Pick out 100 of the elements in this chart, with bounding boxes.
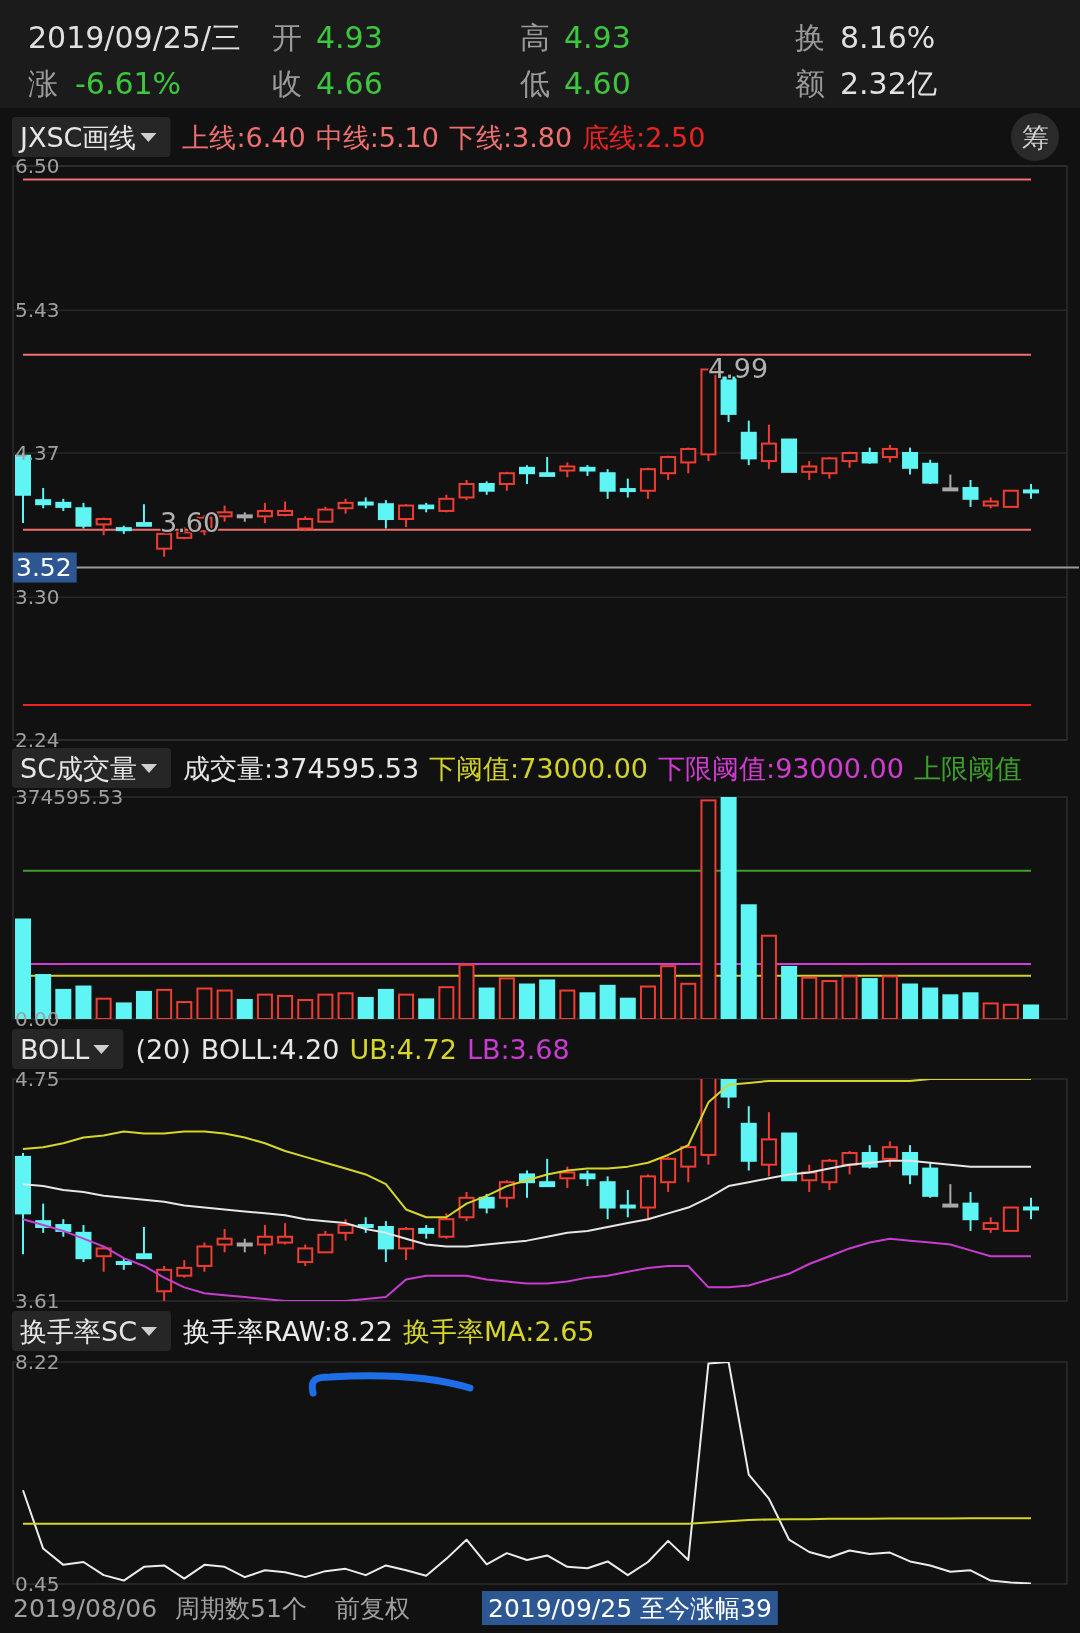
y-tick-label: 8.22 — [15, 1350, 60, 1374]
candlestick — [377, 499, 394, 530]
text: 4.93 — [316, 20, 383, 55]
candlestick — [478, 1192, 495, 1215]
candlestick — [519, 464, 535, 485]
text: 额 — [795, 66, 825, 101]
y-tick-label: 2.24 — [15, 728, 60, 752]
text: 2019/09/25/三 — [28, 20, 242, 55]
bar — [881, 975, 898, 1019]
text: 前复权 — [335, 1594, 410, 1623]
candlestick — [881, 1140, 898, 1168]
candlestick — [35, 487, 52, 510]
bar — [115, 1002, 132, 1019]
bar — [398, 993, 415, 1019]
chart-title: BOLL — [20, 1034, 90, 1065]
candlestick — [841, 1150, 858, 1176]
bar — [236, 999, 253, 1019]
ref-line-label: 底线:2.50 — [582, 122, 706, 153]
chip-button: 筹 — [1011, 113, 1059, 161]
y-tick-label: 3.61 — [15, 1289, 60, 1313]
ref-line-label: 中线:5.10 — [315, 122, 439, 153]
bar — [781, 965, 798, 1019]
y-tick-label: 4.37 — [15, 441, 60, 465]
text: 低 — [520, 66, 550, 101]
candlestick — [135, 1226, 152, 1260]
text: 涨 — [28, 66, 58, 101]
ref-line-label: 下阈值:73000.00 — [429, 753, 649, 784]
bar — [619, 997, 636, 1019]
text: 换手率MA:2.65 — [403, 1316, 595, 1347]
bar — [156, 988, 173, 1019]
chart-subtitle: 成交量:374595.53 — [183, 753, 420, 784]
y-tick-label: 6.50 — [15, 154, 60, 178]
candlestick — [135, 503, 152, 527]
bar — [337, 992, 354, 1019]
bar — [982, 1002, 999, 1019]
bar — [277, 995, 294, 1019]
ref-line-label: 上线:6.40 — [182, 122, 306, 153]
text: 开 — [272, 20, 302, 55]
bar — [559, 989, 576, 1019]
candlestick — [196, 1241, 213, 1273]
candlestick — [398, 503, 415, 529]
ref-line-label: 下线:3.80 — [448, 122, 573, 153]
bar — [700, 799, 717, 1019]
chart-subtitle: (20) — [135, 1034, 191, 1065]
y-tick-label: 4.75 — [15, 1067, 60, 1091]
bar — [438, 986, 455, 1019]
y-tick-label: 5.43 — [15, 298, 60, 323]
text: 4.66 — [316, 66, 383, 101]
candlestick — [680, 1144, 697, 1184]
candlestick — [660, 454, 677, 481]
text: 2019/08/06 — [13, 1594, 158, 1623]
candlestick — [256, 501, 273, 525]
ref-line-label: 3.52 — [16, 553, 72, 583]
candlestick — [256, 1224, 273, 1256]
text: 高 — [520, 20, 550, 55]
y-tick-label: 0.45 — [15, 1572, 60, 1596]
candlestick — [902, 1144, 919, 1186]
annotation: 4.99 — [708, 353, 769, 384]
candlestick — [760, 423, 777, 471]
bar — [720, 797, 737, 1019]
text: 换手率RAW:8.22 — [183, 1316, 393, 1347]
text: 周期数51个 — [175, 1594, 307, 1623]
y-tick-label: 374595.53 — [15, 785, 124, 809]
bar — [176, 1001, 193, 1019]
bar — [599, 984, 616, 1019]
candlestick — [539, 456, 556, 477]
candlestick — [922, 458, 939, 485]
candlestick — [539, 1157, 556, 1188]
candlestick — [660, 1155, 677, 1193]
chart-title: JXSC画线 — [18, 122, 137, 153]
candlestick — [277, 1222, 294, 1246]
bar — [75, 985, 92, 1019]
bar — [357, 997, 374, 1019]
bar — [639, 985, 656, 1019]
text: LB:3.68 — [466, 1034, 570, 1065]
text: 4.60 — [564, 66, 631, 101]
candlestick — [962, 478, 979, 508]
chart-title: 换手率SC — [20, 1316, 137, 1347]
candlestick — [942, 1183, 959, 1208]
candlestick — [1002, 1206, 1019, 1232]
candlestick — [962, 1190, 979, 1232]
candlestick — [216, 1227, 233, 1254]
bar — [841, 975, 858, 1019]
bar — [478, 987, 495, 1019]
candlestick — [297, 1243, 314, 1267]
candlestick — [821, 1157, 838, 1191]
bar — [539, 979, 556, 1019]
chart-title: SC成交量 — [20, 753, 137, 784]
text: 8.16% — [840, 20, 936, 55]
text: UB:4.72 — [349, 1034, 457, 1065]
bar — [377, 988, 394, 1019]
text: 4.93 — [564, 20, 631, 55]
bar — [680, 982, 697, 1019]
text: BOLL:4.20 — [200, 1034, 340, 1065]
text: 换 — [795, 20, 825, 55]
candlestick — [438, 1212, 455, 1240]
ref-line-label: 下限阈值:93000.00 — [658, 753, 904, 784]
candlestick — [801, 460, 818, 481]
bar — [498, 977, 515, 1019]
bar — [902, 983, 919, 1019]
